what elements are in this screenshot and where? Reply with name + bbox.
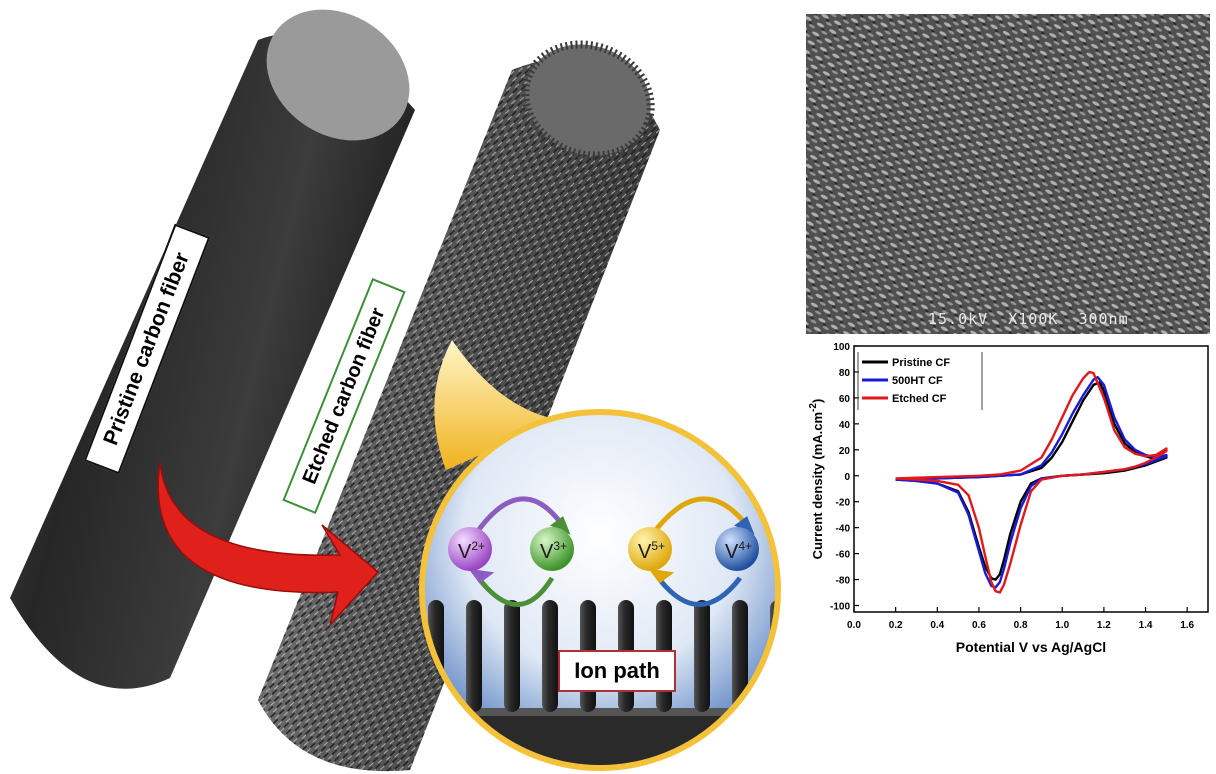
x-tick-label: 0.8 <box>1014 620 1028 631</box>
series-line-2 <box>895 370 1168 594</box>
y-tick-label: -100 <box>830 602 850 613</box>
y-tick-label: -40 <box>836 524 851 535</box>
nanopillar <box>542 600 558 712</box>
legend-label-0: Pristine CF <box>892 357 950 369</box>
y-tick-label: 0 <box>844 472 850 483</box>
legend-label-2: Etched CF <box>892 393 947 405</box>
ion-path-label: Ion path <box>558 650 676 692</box>
nanopillar <box>694 600 710 712</box>
ion-v4: V4+ <box>715 527 759 571</box>
y-axis-label: Current density (mA.cm-2) <box>808 399 825 560</box>
y-tick-label: -80 <box>836 576 851 587</box>
y-tick-label: 60 <box>839 394 851 405</box>
y-tick-label: 100 <box>833 342 850 353</box>
y-tick-label: 20 <box>839 446 851 457</box>
x-axis-label: Potential V vs Ag/AgCl <box>956 639 1106 655</box>
sem-scale-caption: 15.0kV X100K 300nm <box>928 310 1129 328</box>
sem-micrograph <box>806 14 1210 334</box>
nanopillar <box>504 600 520 712</box>
ion-v3: V3+ <box>530 527 574 571</box>
svg-text:V2+: V2+ <box>458 539 485 563</box>
y-tick-label: -60 <box>836 550 851 561</box>
x-tick-label: 0.4 <box>930 620 944 631</box>
svg-text:V4+: V4+ <box>725 539 752 563</box>
x-tick-label: 0.6 <box>972 620 986 631</box>
nanopillar <box>732 600 748 712</box>
series-line-0 <box>895 381 1168 581</box>
nanopillar <box>466 600 482 712</box>
ion-v2: V2+ <box>448 527 492 571</box>
x-tick-label: 0.2 <box>889 620 903 631</box>
cv-chart: 0.0 0.2 0.4 0.6 0.8 1.0 1.2 1.4 1.6 100 80 60 40 20 0 -… <box>808 342 1209 655</box>
x-tick-label: 1.4 <box>1139 620 1153 631</box>
y-tick-label: 80 <box>839 368 851 379</box>
x-tick-label: 1.2 <box>1097 620 1111 631</box>
x-tick-label: 1.0 <box>1055 620 1069 631</box>
x-tick-label: 1.6 <box>1180 620 1194 631</box>
pristine-carbon-fiber <box>10 9 415 689</box>
red-arrow <box>157 461 380 626</box>
svg-text:V3+: V3+ <box>540 539 567 563</box>
redox-arrows <box>468 496 755 607</box>
svg-text:V5+: V5+ <box>638 539 665 563</box>
zoom-callout <box>434 340 560 470</box>
x-tick-label: 0.0 <box>847 620 861 631</box>
ion-v5: V5+ <box>628 527 672 571</box>
y-tick-label: 40 <box>839 420 851 431</box>
y-tick-label: -20 <box>836 498 851 509</box>
legend-label-1: 500HT CF <box>892 375 943 387</box>
